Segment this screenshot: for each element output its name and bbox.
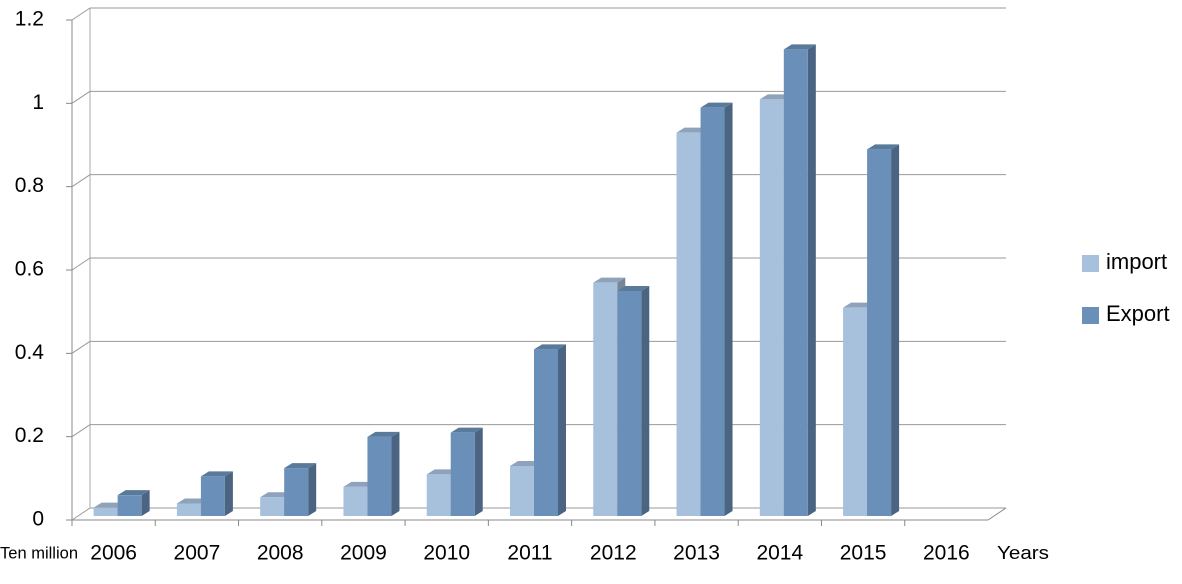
bar-top bbox=[534, 344, 566, 350]
bar-front bbox=[510, 466, 534, 516]
x-tick-label: 2010 bbox=[423, 542, 470, 565]
bar-front bbox=[843, 307, 868, 516]
legend-swatch bbox=[1082, 307, 1099, 324]
bar bbox=[200, 471, 233, 516]
x-tick-label: 2014 bbox=[756, 542, 803, 565]
bar-side bbox=[891, 144, 900, 517]
x-tick-label: 2008 bbox=[257, 542, 304, 565]
x-axis-label: Years bbox=[997, 543, 1049, 563]
bar-front bbox=[759, 99, 784, 516]
y-tick-label: 0.6 bbox=[15, 258, 44, 281]
bar-top bbox=[284, 463, 317, 469]
x-tick-label: 2012 bbox=[590, 542, 637, 565]
bar-front bbox=[617, 291, 642, 516]
bar bbox=[783, 44, 816, 516]
bar-side bbox=[308, 463, 317, 516]
x-tick-label: 2015 bbox=[840, 542, 887, 565]
bar bbox=[617, 286, 650, 516]
bar-front bbox=[426, 474, 451, 516]
bar-side bbox=[558, 344, 566, 516]
bar-top bbox=[200, 471, 233, 477]
bar-side bbox=[641, 286, 650, 516]
bar-top bbox=[617, 286, 650, 291]
bar-front bbox=[450, 432, 475, 516]
y-axis-label: Ten million bbox=[0, 543, 78, 562]
y-tick-label: 1.2 bbox=[15, 8, 44, 31]
legend-label: Export bbox=[1106, 301, 1170, 326]
bar-front bbox=[700, 107, 725, 517]
bar-front bbox=[867, 149, 892, 517]
bar-side bbox=[391, 431, 400, 516]
axis-line bbox=[987, 507, 1007, 521]
grid-line bbox=[71, 90, 91, 104]
bar-side bbox=[141, 490, 150, 516]
bar-front bbox=[534, 349, 558, 516]
bar-top bbox=[117, 490, 150, 496]
bar-front bbox=[176, 503, 201, 516]
bar-top bbox=[783, 44, 816, 50]
legend-swatch bbox=[1082, 255, 1099, 272]
y-tick-label: 0 bbox=[32, 508, 44, 531]
x-tick-label: 2011 bbox=[507, 542, 552, 565]
bar-front bbox=[260, 497, 285, 516]
grid-line bbox=[71, 340, 91, 354]
bar-front bbox=[200, 476, 225, 516]
bar-top bbox=[367, 431, 400, 437]
bar-front bbox=[593, 282, 618, 516]
y-tick-label: 0.4 bbox=[15, 341, 45, 364]
bar bbox=[450, 427, 483, 516]
x-tick-label: 2013 bbox=[673, 542, 720, 565]
x-tick-label: 2016 bbox=[923, 542, 970, 565]
grid-line bbox=[71, 174, 91, 188]
bar-front bbox=[676, 132, 701, 516]
bar-top bbox=[450, 427, 483, 433]
bar-top bbox=[700, 102, 733, 108]
grid-line bbox=[71, 257, 91, 271]
bar-side bbox=[807, 44, 816, 516]
bar-top bbox=[867, 144, 900, 150]
bar bbox=[700, 102, 733, 517]
bar-front bbox=[284, 468, 309, 516]
y-tick-label: 0.8 bbox=[15, 174, 44, 197]
bar bbox=[367, 431, 400, 516]
bar-top bbox=[593, 277, 626, 283]
bar-front bbox=[783, 49, 808, 516]
grid-line bbox=[71, 507, 91, 521]
bar-front bbox=[343, 486, 368, 516]
x-tick-label: 2007 bbox=[174, 542, 221, 565]
grid-line bbox=[71, 7, 91, 21]
x-tick-label: 2006 bbox=[90, 542, 137, 565]
y-tick-label: 0.2 bbox=[15, 424, 44, 447]
x-tick-label: 2009 bbox=[340, 542, 387, 565]
bar-side bbox=[224, 471, 233, 516]
bar-side bbox=[474, 427, 483, 516]
bar bbox=[117, 490, 150, 516]
bar bbox=[534, 344, 566, 516]
y-tick-label: 1 bbox=[32, 91, 44, 114]
bar-front bbox=[93, 507, 118, 516]
bar bbox=[284, 463, 317, 516]
bar-side bbox=[724, 102, 733, 517]
bar-front bbox=[117, 495, 142, 516]
bar bbox=[867, 144, 900, 517]
bar-front bbox=[367, 436, 392, 516]
grid-line bbox=[71, 424, 91, 438]
legend-label: import bbox=[1106, 249, 1167, 274]
